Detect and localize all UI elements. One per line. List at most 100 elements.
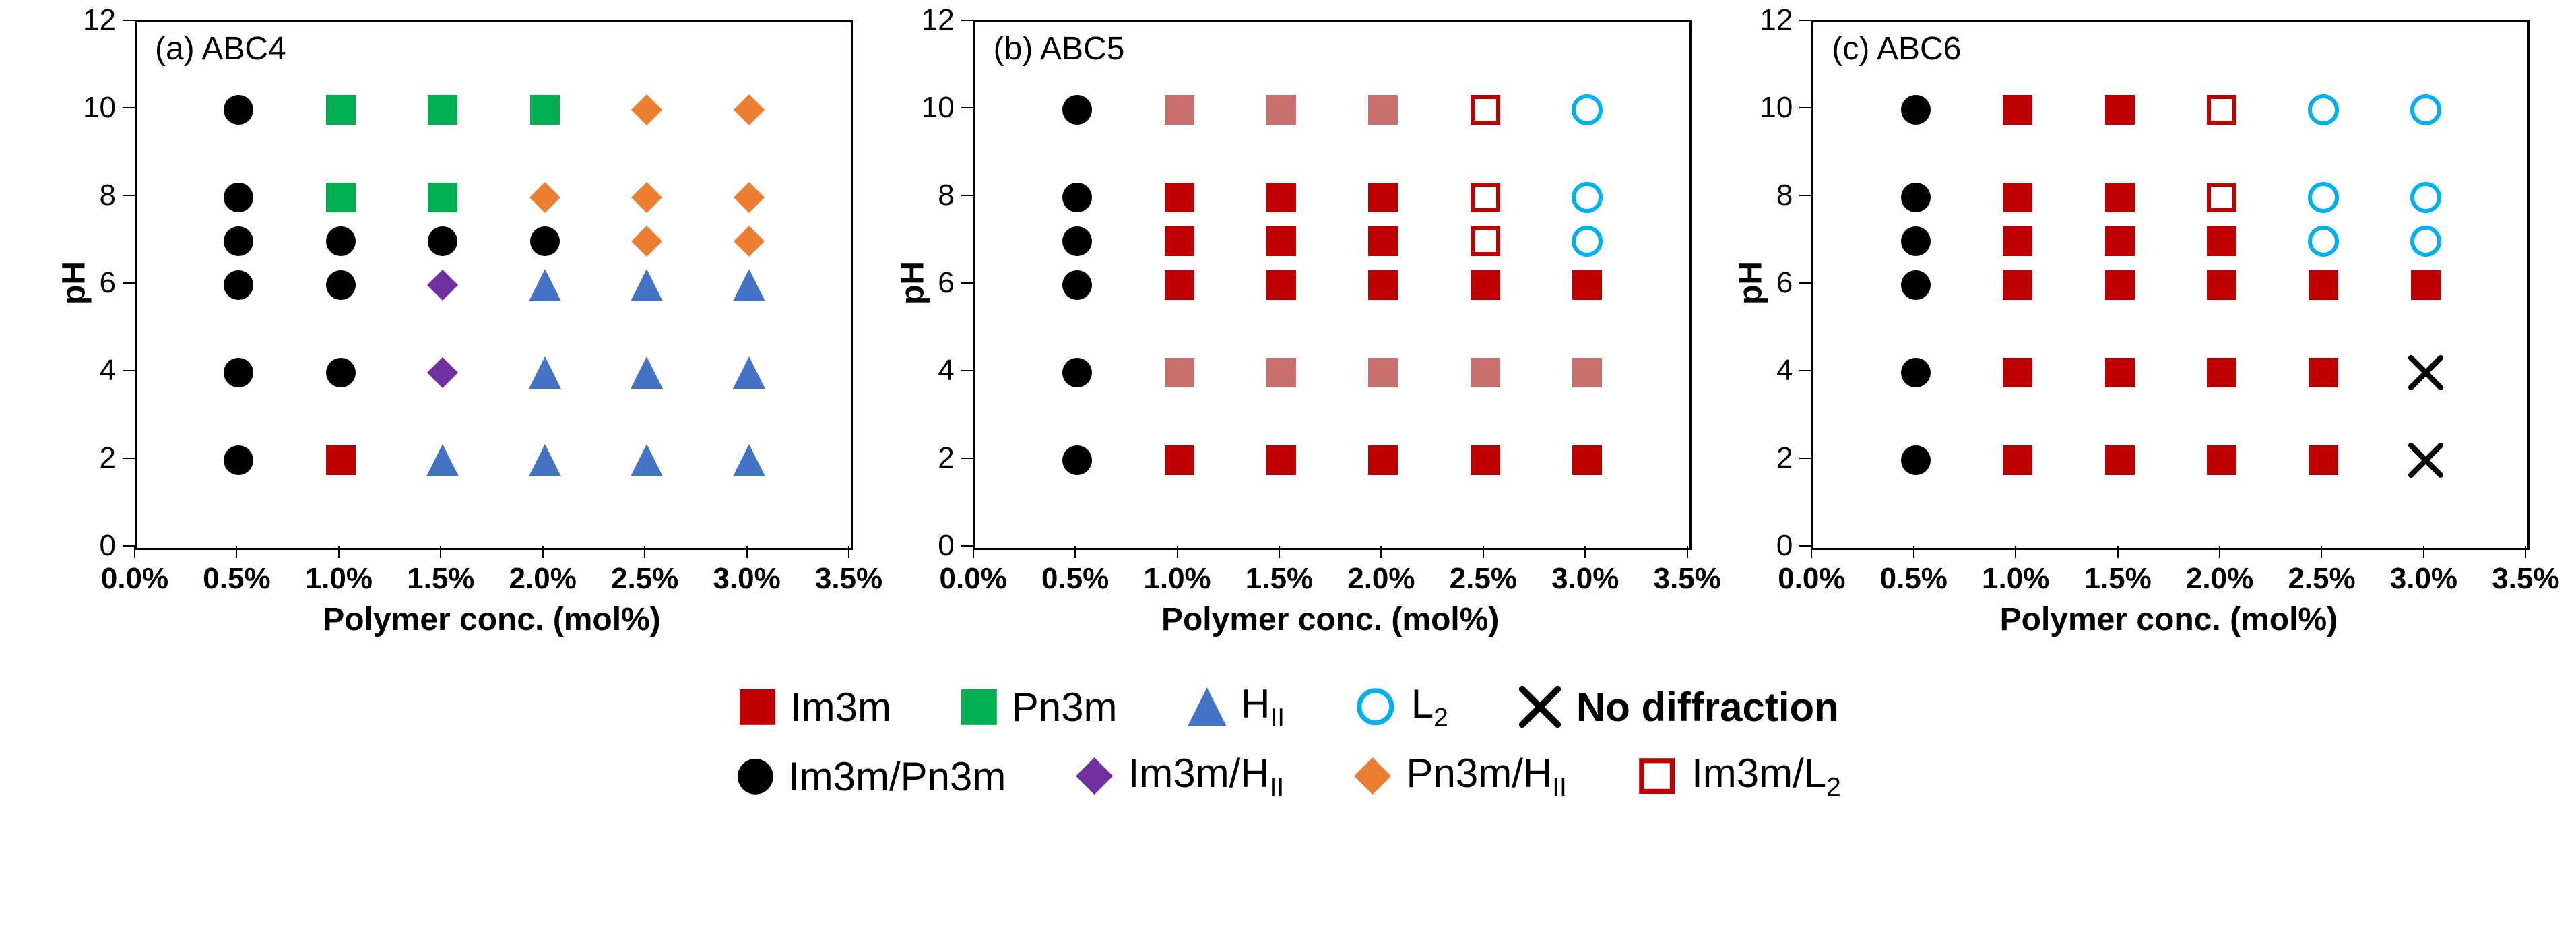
x-tick-label: 2.5% bbox=[611, 562, 678, 596]
marker-im3m bbox=[1570, 443, 1605, 478]
x-tick-label: 0.0% bbox=[101, 562, 168, 596]
marker-im3m bbox=[2000, 355, 2035, 390]
marker-im3m bbox=[2306, 355, 2341, 390]
marker-pn3m bbox=[323, 92, 358, 127]
y-tick-label: 0 bbox=[893, 529, 955, 563]
x-tick bbox=[1687, 546, 1688, 558]
legend-item-pn3m_hii: Pn3m/HII bbox=[1351, 750, 1567, 803]
marker-im3m_dim bbox=[1162, 355, 1197, 390]
marker-im3m bbox=[2306, 443, 2341, 478]
legend-item-im3m_pn3m: Im3m/Pn3m bbox=[735, 753, 1006, 800]
marker-im3m bbox=[2306, 268, 2341, 303]
x-tick-label: 3.0% bbox=[1551, 562, 1619, 596]
marker-hii bbox=[526, 266, 564, 304]
x-axis-label: Polymer conc. (mol%) bbox=[2000, 601, 2338, 638]
marker-hii bbox=[628, 441, 666, 479]
y-tick bbox=[961, 458, 973, 459]
y-tick bbox=[1799, 370, 1811, 371]
marker-pn3m_hii bbox=[629, 223, 665, 259]
legend-marker-icon bbox=[1634, 753, 1679, 799]
y-tick-label: 12 bbox=[54, 3, 116, 37]
legend-item-hii: HII bbox=[1185, 681, 1285, 733]
marker-im3m_pn3m bbox=[1060, 92, 1095, 127]
marker-l2 bbox=[2406, 222, 2445, 261]
marker-l2 bbox=[2406, 90, 2445, 129]
legend-label: Im3m/L2 bbox=[1692, 750, 1841, 803]
legend-marker-icon bbox=[1516, 683, 1564, 731]
marker-im3m_pn3m bbox=[425, 224, 460, 259]
x-tick bbox=[2015, 546, 2016, 558]
legend-item-im3m_l2: Im3m/L2 bbox=[1634, 750, 1841, 803]
marker-im3m bbox=[2102, 355, 2137, 390]
y-tick bbox=[1799, 20, 1811, 21]
marker-im3m bbox=[2102, 443, 2137, 478]
legend-label: HII bbox=[1241, 681, 1285, 733]
x-tick-label: 2.0% bbox=[2186, 562, 2253, 596]
marker-im3m_dim bbox=[1264, 92, 1299, 127]
marker-im3m_dim bbox=[1162, 92, 1197, 127]
marker-im3m_pn3m bbox=[1898, 92, 1933, 127]
x-tick bbox=[2321, 546, 2322, 558]
legend-label: Im3m bbox=[790, 684, 891, 730]
marker-im3m_pn3m bbox=[221, 268, 256, 303]
panel-a: 0246810120.0%0.5%1.0%1.5%2.0%2.5%3.0%3.5… bbox=[54, 13, 845, 640]
marker-im3m bbox=[2204, 355, 2239, 390]
x-tick-label: 0.5% bbox=[1041, 562, 1109, 596]
y-tick-label: 8 bbox=[893, 179, 955, 212]
marker-im3m_pn3m bbox=[323, 268, 358, 303]
x-tick-label: 1.0% bbox=[305, 562, 373, 596]
legend-marker-icon bbox=[1073, 755, 1116, 797]
marker-hii bbox=[730, 354, 768, 392]
marker-im3m bbox=[2102, 224, 2137, 259]
marker-pn3m_hii bbox=[731, 92, 767, 128]
legend-label: Im3m/HII bbox=[1128, 750, 1285, 803]
marker-im3m_pn3m bbox=[1898, 224, 1933, 259]
y-axis-label: pH bbox=[894, 261, 931, 305]
marker-im3m bbox=[2204, 268, 2239, 303]
y-tick bbox=[1799, 195, 1811, 196]
x-tick-label: 1.5% bbox=[1246, 562, 1313, 596]
x-tick-label: 3.5% bbox=[815, 562, 882, 596]
legend-label: Pn3m/HII bbox=[1406, 750, 1566, 803]
marker-im3m bbox=[2102, 268, 2137, 303]
marker-im3m_hii bbox=[424, 354, 461, 391]
x-tick bbox=[134, 546, 135, 558]
x-tick-label: 0.0% bbox=[1778, 562, 1845, 596]
marker-pn3m bbox=[323, 180, 358, 215]
y-axis-label: pH bbox=[56, 261, 93, 305]
legend-marker-icon bbox=[737, 687, 778, 728]
marker-pn3m_hii bbox=[731, 179, 767, 216]
legend-item-l2: L2 bbox=[1352, 681, 1448, 733]
marker-im3m_dim bbox=[1468, 355, 1503, 390]
x-tick bbox=[848, 546, 849, 558]
panel-title-b: (b) ABC5 bbox=[994, 30, 1125, 67]
x-tick bbox=[440, 546, 441, 558]
marker-im3m_pn3m bbox=[527, 224, 562, 259]
y-tick bbox=[1799, 545, 1811, 547]
marker-hii bbox=[526, 354, 564, 392]
x-tick bbox=[542, 546, 544, 558]
x-tick-label: 1.5% bbox=[2084, 562, 2151, 596]
y-tick bbox=[961, 545, 973, 547]
marker-hii bbox=[628, 354, 666, 392]
marker-l2 bbox=[1568, 90, 1607, 129]
x-tick-label: 2.5% bbox=[1450, 562, 1517, 596]
marker-im3m_l2 bbox=[2203, 179, 2241, 216]
y-tick-label: 10 bbox=[1731, 91, 1793, 125]
x-tick bbox=[973, 546, 974, 558]
x-tick bbox=[1584, 546, 1586, 558]
marker-im3m_pn3m bbox=[221, 443, 256, 478]
y-tick bbox=[123, 545, 135, 547]
y-tick bbox=[123, 195, 135, 196]
x-axis-label: Polymer conc. (mol%) bbox=[323, 601, 660, 638]
marker-nodiff bbox=[2406, 440, 2446, 480]
marker-l2 bbox=[2406, 178, 2445, 217]
x-tick-label: 0.5% bbox=[1880, 562, 1947, 596]
marker-l2 bbox=[2304, 178, 2343, 217]
marker-hii bbox=[730, 266, 768, 304]
marker-hii bbox=[424, 441, 461, 479]
marker-im3m bbox=[1162, 443, 1197, 478]
marker-pn3m_hii bbox=[527, 179, 563, 216]
legend-label: L2 bbox=[1411, 681, 1448, 733]
x-tick bbox=[1811, 546, 1812, 558]
